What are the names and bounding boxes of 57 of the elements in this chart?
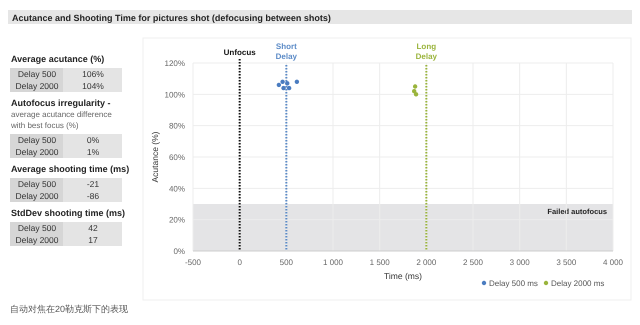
x-tick-label: 4 000 [602, 258, 624, 267]
text: Average shooting time (ms) [11, 164, 130, 174]
text: -21 [86, 179, 100, 189]
point [281, 86, 286, 90]
ref-line-label: Short Delay [276, 42, 298, 61]
x-tick-label: 2 000 [416, 258, 437, 267]
text: StdDev shooting time (ms) [11, 208, 126, 218]
x-axis-title: Time (ms) [384, 271, 422, 281]
text: Delay 500 [18, 179, 56, 189]
x-tick-label: 1 000 [322, 258, 344, 267]
y-tick-label: 60% [168, 153, 185, 162]
text: 42 [88, 223, 98, 233]
text: Delay 2000 [15, 191, 59, 201]
legend-label: Delay 500 ms [489, 279, 538, 288]
y-axis-title: Acutance (%) [150, 131, 160, 183]
text: Delay 2000 [15, 147, 59, 157]
text: 17 [88, 235, 98, 245]
text: 0% [86, 135, 100, 145]
y-tick-label: 80% [168, 122, 185, 131]
text: Delay 500 [18, 135, 56, 145]
point [280, 80, 285, 84]
text: Average acutance (%) [11, 54, 104, 64]
point [412, 84, 418, 89]
x-tick-label: 0 [237, 258, 242, 267]
x-tick-label: -500 [184, 258, 202, 267]
y-tick-label: 120% [164, 59, 185, 68]
point [294, 80, 300, 84]
point [285, 81, 290, 86]
text: Acutance and Shooting Time for pictures shot (defocusing between shots) [12, 13, 331, 23]
ref-line-label: Long Delay [416, 42, 438, 61]
text: 自动对焦在20勒克斯下的表现 [10, 304, 128, 314]
x-tick-label: 1 500 [370, 258, 390, 267]
x-tick-label: 500 [280, 258, 294, 267]
x-tick-label: 3 500 [556, 258, 577, 267]
y-tick-label: 100% [164, 90, 185, 100]
text: Autofocus irregularity - [11, 98, 111, 108]
point [276, 82, 282, 88]
text: 1% [86, 147, 100, 157]
text: with best focus (%) [10, 121, 79, 130]
text: average acutance difference [11, 110, 112, 119]
text: Delay 500 [18, 223, 56, 233]
y-tick-label: 40% [168, 184, 185, 194]
text: 106% [82, 69, 104, 79]
text: 104% [82, 81, 104, 91]
y-tick-label: 20% [168, 216, 185, 225]
y-tick-label: 0% [173, 247, 185, 256]
text: -86 [86, 191, 100, 201]
x-tick-label: 2 500 [462, 258, 484, 267]
text: Delay 500 [18, 69, 56, 79]
x-tick-label: 3 000 [510, 258, 530, 267]
legend-label: Delay 2000 ms [551, 279, 604, 288]
text: Delay 2000 [15, 235, 59, 245]
point [286, 86, 292, 90]
point [412, 89, 416, 94]
ref-line-label: Unfocus [224, 48, 256, 57]
point [414, 92, 418, 97]
text: Delay 2000 [15, 81, 59, 91]
